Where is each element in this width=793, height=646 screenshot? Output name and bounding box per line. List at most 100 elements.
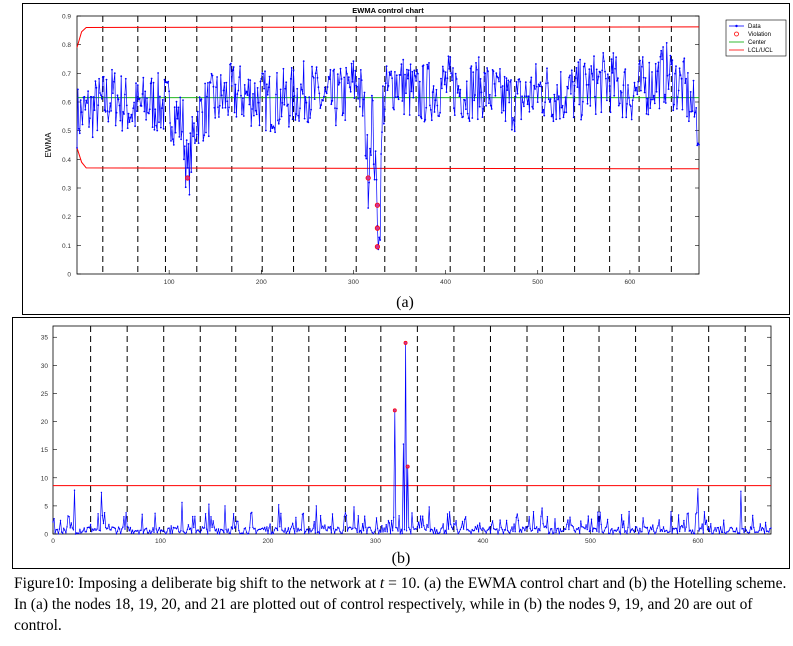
data-point: [210, 72, 213, 75]
data-point: [621, 116, 624, 119]
data-point: [739, 533, 741, 535]
data-point: [680, 77, 683, 80]
data-point: [597, 511, 599, 513]
data-point: [99, 530, 102, 532]
data-point: [284, 527, 286, 529]
data-point: [297, 114, 300, 117]
data-point: [627, 84, 629, 86]
data-point: [591, 72, 593, 75]
data-point: [465, 516, 467, 518]
data-point: [573, 84, 576, 87]
x-tick-label: 0: [51, 538, 55, 545]
data-point: [316, 77, 319, 79]
data-point: [571, 80, 574, 83]
data-point: [610, 58, 613, 60]
data-point: [721, 531, 724, 534]
data-point: [162, 128, 165, 130]
data-point: [438, 532, 440, 535]
data-point: [136, 110, 138, 112]
data-point: [232, 513, 235, 515]
data-point: [569, 516, 571, 518]
data-point: [583, 62, 586, 65]
x-tick-label: 100: [155, 538, 166, 545]
data-point: [502, 532, 505, 535]
data-point: [265, 129, 267, 132]
data-point: [378, 236, 381, 239]
data-point: [178, 136, 181, 138]
data-point: [656, 527, 658, 529]
data-point: [311, 65, 313, 68]
data-point: [458, 531, 460, 533]
data-point: [69, 527, 71, 529]
data-point: [622, 84, 625, 86]
data-point: [121, 528, 123, 530]
data-point: [572, 526, 574, 528]
data-point: [324, 90, 327, 93]
data-point: [196, 529, 198, 532]
data-point: [313, 98, 316, 100]
data-point: [268, 527, 270, 529]
data-point: [155, 528, 157, 530]
data-point: [695, 513, 697, 515]
data-point: [392, 530, 394, 532]
data-point: [57, 533, 60, 535]
data-point: [111, 68, 113, 71]
data-point: [53, 518, 55, 520]
data-point: [396, 527, 398, 529]
data-point: [252, 93, 254, 95]
data-point: [314, 72, 317, 75]
caption-t: t: [379, 575, 385, 592]
data-point: [399, 533, 401, 535]
data-point: [692, 532, 695, 534]
data-point: [169, 533, 171, 535]
data-point: [140, 529, 142, 531]
data-point: [619, 90, 622, 92]
data-point: [216, 533, 219, 535]
data-point: [328, 78, 331, 80]
data-point: [480, 528, 482, 530]
data-point: [149, 529, 151, 532]
data-point: [608, 85, 611, 87]
data-point: [442, 70, 445, 73]
data-point: [491, 69, 494, 71]
data-point: [660, 529, 663, 531]
data-point: [554, 518, 556, 520]
data-point: [209, 530, 211, 532]
data-point: [641, 56, 644, 58]
data-point: [686, 115, 688, 118]
data-point: [502, 109, 505, 112]
data-point: [374, 150, 377, 153]
data-point: [684, 82, 687, 84]
data-point: [191, 532, 193, 534]
data-point: [661, 530, 664, 532]
y-tick-label: 0.2: [62, 214, 71, 221]
data-point: [676, 532, 679, 534]
data-point: [617, 77, 619, 80]
data-point: [81, 123, 84, 126]
data-point: [288, 125, 290, 128]
data-point: [459, 88, 462, 91]
data-point: [218, 104, 221, 107]
data-point: [466, 529, 468, 531]
data-point: [418, 527, 421, 529]
data-point: [498, 80, 500, 83]
data-point: [81, 531, 83, 533]
data-point: [83, 527, 85, 529]
data-point: [456, 528, 458, 531]
data-point: [353, 97, 356, 99]
data-point: [333, 532, 336, 534]
data-point: [92, 96, 95, 98]
data-point: [681, 108, 684, 111]
data-point: [503, 529, 506, 531]
data-point: [557, 527, 559, 529]
data-point: [79, 528, 81, 531]
data-point: [86, 526, 89, 529]
data-point: [625, 530, 627, 532]
data-point: [469, 530, 471, 532]
data-point: [726, 531, 728, 533]
data-point: [364, 154, 367, 157]
data-point: [287, 527, 290, 529]
data-point: [176, 117, 179, 120]
data-point: [493, 528, 495, 530]
data-point: [280, 115, 283, 118]
